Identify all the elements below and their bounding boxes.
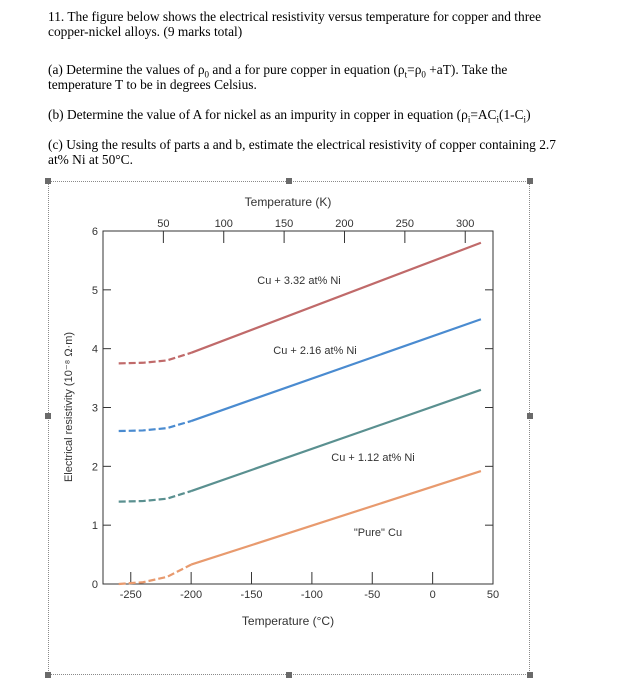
y-tick-label-5: 5	[92, 285, 98, 297]
resize-handle-bottom-right[interactable]	[527, 672, 533, 678]
y-axis-title: Electrical resistivity (10⁻⁸ Ω·m)	[63, 332, 75, 482]
subscript-i: i	[467, 114, 471, 125]
resize-handle-top-left[interactable]	[45, 178, 51, 184]
series-1-dashed-line	[118, 419, 192, 433]
top-axis: 50 100 150 200 250 300	[157, 218, 474, 243]
top-tick-label-100: 100	[215, 218, 233, 230]
y-tick-label-3: 3	[92, 403, 98, 415]
series-0-dashed-line	[118, 351, 192, 365]
part-b-eq: =AC	[470, 107, 497, 122]
part-b-mid: (1-C	[499, 107, 524, 122]
top-tick-label-150: 150	[275, 218, 293, 230]
rho-symbol: ρ	[397, 62, 405, 77]
subscript-i: i	[496, 114, 499, 125]
top-tick-label-200: 200	[335, 218, 353, 230]
subscript-zero: 0	[204, 69, 210, 80]
series-3-dashed-line	[118, 563, 192, 586]
subscript-t: t	[404, 69, 408, 80]
subscript-i: i	[523, 114, 527, 125]
y-tick-label-2: 2	[92, 461, 98, 473]
top-tick-label-50: 50	[157, 218, 169, 230]
y-tick-label-0: 0	[92, 579, 98, 591]
part-a-line-1: (a) Determine the values of ρ0 and a for…	[48, 62, 588, 80]
question-part-a: (a) Determine the values of ρ0 and a for…	[48, 62, 588, 92]
rho-symbol: ρ	[461, 107, 468, 122]
rho-symbol: ρ	[414, 62, 422, 77]
intro-line-2: copper-nickel alloys. (9 marks total)	[48, 24, 243, 39]
y-tick-label-4: 4	[92, 344, 98, 356]
rho-symbol: ρ	[197, 62, 205, 77]
series-label-pure-cu: "Pure" Cu	[354, 527, 402, 539]
x-tick-label--50: -50	[364, 589, 380, 601]
series-3-solid-line	[190, 469, 482, 566]
resize-handle-middle-right[interactable]	[527, 413, 533, 419]
part-c-line-2: at% Ni at 50°C.	[48, 152, 133, 167]
x-tick-label--100: -100	[301, 589, 323, 601]
resistivity-chart: 50 100 150 200 250 300 -250 -200 -150 -100 -50 0 50…	[63, 195, 499, 628]
bottom-axis: -250 -200 -150 -100 -50 0 50	[120, 572, 499, 601]
resize-handle-bottom-left[interactable]	[45, 672, 51, 678]
part-b-line: (b) Determine the value of A for nickel …	[48, 107, 588, 125]
x-tick-label--250: -250	[120, 589, 142, 601]
top-tick-label-300: 300	[456, 218, 474, 230]
x-tick-label--150: -150	[240, 589, 262, 601]
part-a-prefix: (a) Determine the values of	[48, 62, 198, 77]
part-a-mid: and a for pure copper in equation (	[209, 62, 398, 77]
x-tick-label--200: -200	[180, 589, 202, 601]
series-label-1-12: Cu + 1.12 at% Ni	[331, 452, 414, 464]
part-a-rest: +aT). Take the	[425, 62, 508, 77]
y-tick-label-1: 1	[92, 520, 98, 532]
x-tick-label-0: 0	[430, 589, 436, 601]
part-b-end: )	[526, 107, 531, 122]
part-c-line-1: (c) Using the results of parts a and b, …	[48, 137, 556, 152]
series-label-3-32: Cu + 3.32 at% Ni	[257, 275, 340, 287]
x-axis-title: Temperature (°C)	[242, 614, 334, 628]
series-group	[118, 241, 482, 586]
series-label-2-16: Cu + 2.16 at% Ni	[273, 345, 356, 357]
equals-sign: =	[407, 62, 415, 77]
y-tick-label-6: 6	[92, 226, 98, 238]
intro-line-1: 11. The figure below shows the electrica…	[48, 9, 542, 24]
series-2-dashed-line	[118, 489, 192, 503]
x-tick-label-50: 50	[487, 589, 499, 601]
question-part-c: (c) Using the results of parts a and b, …	[48, 137, 588, 167]
part-b-prefix: (b) Determine the value of A for nickel …	[48, 107, 462, 122]
resize-handle-bottom-middle[interactable]	[286, 672, 292, 678]
top-axis-title: Temperature (K)	[245, 195, 332, 209]
subscript-zero: 0	[421, 69, 426, 80]
resize-handle-top-right[interactable]	[527, 178, 533, 184]
question-part-b: (b) Determine the value of A for nickel …	[48, 107, 588, 125]
resize-handle-middle-left[interactable]	[45, 413, 51, 419]
series-2-solid-line	[190, 388, 482, 493]
part-a-line-2: temperature T to be in degrees Celsius.	[48, 77, 257, 92]
question-intro: 11. The figure below shows the electrica…	[48, 9, 588, 39]
left-axis: 0 1 2 3 4 5 6	[92, 226, 493, 591]
top-tick-label-250: 250	[396, 218, 414, 230]
series-1-solid-line	[190, 318, 482, 423]
series-0-solid-line	[190, 241, 482, 354]
resize-handle-top-middle[interactable]	[286, 178, 292, 184]
